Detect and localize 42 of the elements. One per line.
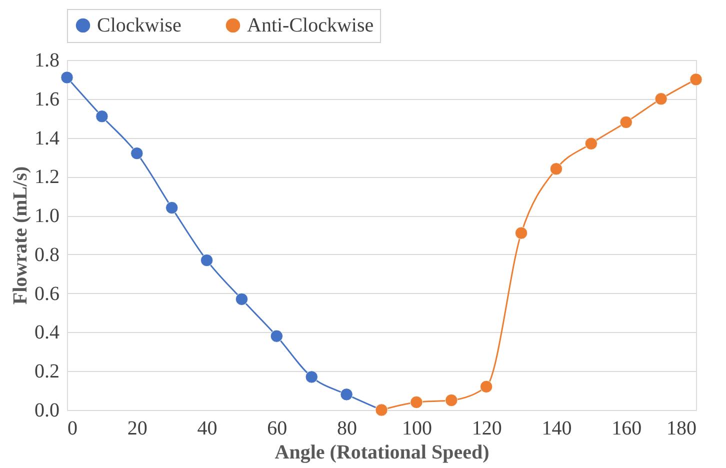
y-tick-label: 0.2 xyxy=(34,360,60,383)
point xyxy=(445,394,458,407)
x-tick-label: 40 xyxy=(197,418,218,440)
x-tick-label: 160 xyxy=(612,418,642,440)
point xyxy=(305,370,318,384)
point xyxy=(690,73,702,86)
point xyxy=(584,137,598,150)
y-tick-label: 0.8 xyxy=(34,244,60,266)
legend-label: Clockwise xyxy=(97,14,182,36)
x-tick-label: 180 xyxy=(666,418,696,440)
x-tick-label: 20 xyxy=(127,418,148,440)
point xyxy=(620,116,632,129)
x-tick-label: 0 xyxy=(68,418,78,440)
point xyxy=(410,396,423,409)
y-tick-label: 0.0 xyxy=(34,400,60,422)
point xyxy=(340,388,353,401)
y-axis-title: Flowrate (mL/s) xyxy=(10,166,32,305)
y-tick-label: 1.8 xyxy=(34,50,60,72)
y-tick-label: 1.2 xyxy=(34,166,60,188)
point xyxy=(235,292,248,306)
y-tick-label: 0.6 xyxy=(34,282,60,305)
point xyxy=(130,146,144,160)
y-tick-label: 1.0 xyxy=(34,205,60,228)
y-tick-label: 1.6 xyxy=(34,88,60,110)
legend-label: Anti-Clockwise xyxy=(247,14,374,36)
point xyxy=(550,162,563,176)
point xyxy=(270,330,284,342)
point xyxy=(96,110,108,123)
point xyxy=(514,226,528,240)
point xyxy=(200,254,214,267)
point xyxy=(60,71,74,84)
x-axis-title: Angle (Rotational Speed) xyxy=(274,442,490,464)
x-tick-label: 140 xyxy=(542,418,572,440)
y-tick-label: 1.4 xyxy=(34,127,60,150)
point xyxy=(654,92,668,106)
x-tick-label: 60 xyxy=(267,418,288,440)
y-tick-label: 0.4 xyxy=(34,322,60,344)
x-tick-label: 80 xyxy=(337,418,358,440)
point xyxy=(480,380,493,394)
x-tick-label: 120 xyxy=(472,418,502,440)
point xyxy=(165,201,178,214)
x-tick-label: 100 xyxy=(402,418,432,440)
